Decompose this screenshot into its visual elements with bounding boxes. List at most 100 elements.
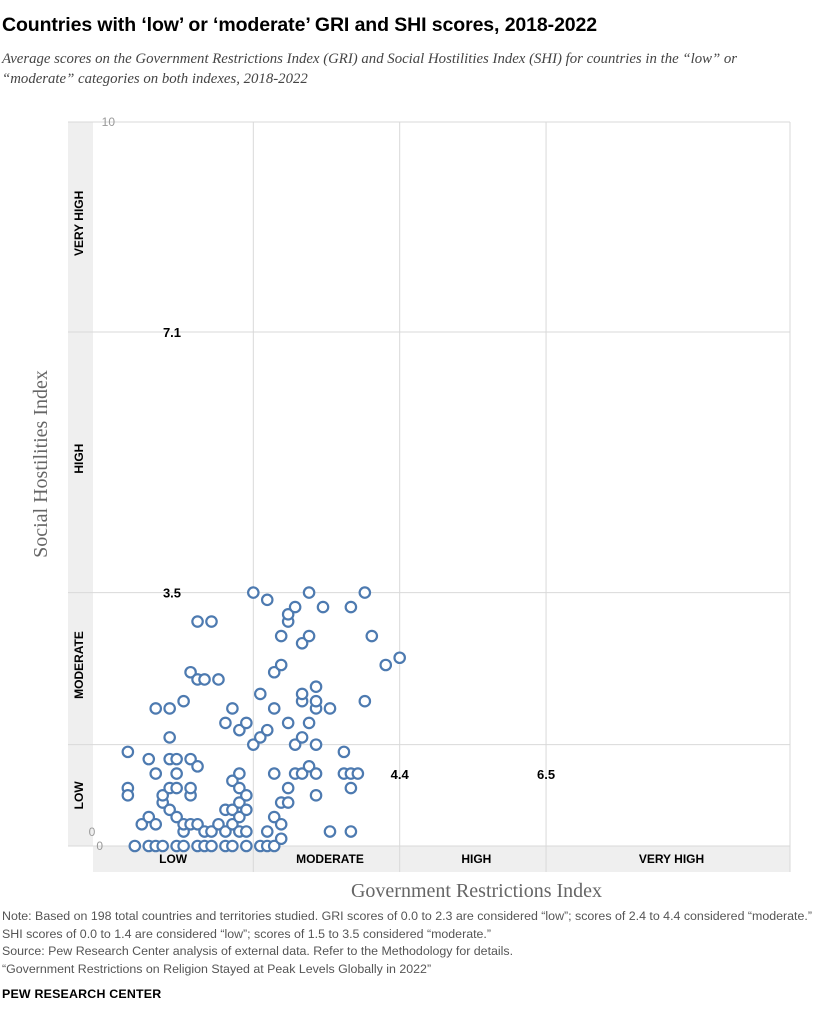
data-point [226,817,239,831]
data-point [295,636,309,650]
data-point [281,716,295,730]
data-point [198,673,211,686]
data-point [233,723,246,737]
report-title-text: “Government Restrictions on Religion Sta… [2,961,432,976]
y-category-label: MODERATE [72,631,86,699]
data-point [337,745,351,759]
data-point [121,745,135,759]
y-category-band [68,122,93,846]
data-point [177,839,190,853]
data-point [309,789,323,802]
note-text: Note: Based on 198 total countries and t… [2,909,812,941]
x-category-label: HIGH [461,852,491,866]
source-text: Source: Pew Research Center analysis of … [2,944,514,958]
data-point [219,716,232,730]
data-point [142,810,156,824]
data-point [156,789,169,802]
data-point [163,702,176,715]
axis-ticks: 0 10 0 [89,115,116,853]
data-point [219,825,232,838]
data-point [163,731,176,744]
data-point [142,752,156,766]
x-category-label: LOW [159,852,188,866]
data-point [365,629,379,643]
data-point [309,767,323,780]
data-point [226,774,239,788]
data-point [205,825,218,838]
data-point [240,825,253,838]
data-point [191,760,204,773]
data-point [205,615,218,628]
data-point [379,658,393,672]
y-category-labels: LOW MODERATE HIGH VERY HIGH [72,191,86,810]
data-point [226,702,239,715]
data-point [344,600,358,614]
data-point [149,702,163,715]
x-category-label: VERY HIGH [639,852,704,866]
data-point [393,651,406,665]
y-axis-title: Social Hostilities Index [30,370,52,558]
data-point [233,781,246,795]
data-point [121,789,135,802]
data-point [274,658,288,672]
data-point [233,767,246,780]
data-point [344,781,358,795]
threshold-labels: 3.5 7.1 4.4 6.5 [163,325,555,782]
data-point [309,680,323,694]
gridlines [68,121,791,872]
data-point [156,839,169,853]
data-point [358,586,372,599]
data-point [149,767,163,780]
data-point [184,665,197,679]
data-point [295,731,309,744]
x-category-label: MODERATE [296,852,364,866]
data-point [212,673,225,686]
data-point [274,629,288,643]
data-point [302,760,316,773]
data-point [184,752,197,766]
data-point [260,593,274,607]
chart-subtitle: Average scores on the Government Restric… [2,51,738,87]
data-point [358,694,372,708]
data-point [281,796,295,809]
data-point [170,752,183,766]
data-point [302,586,316,599]
data-point [344,825,358,838]
y-category-label: LOW [72,781,86,810]
data-point [253,731,267,744]
data-point [281,781,295,795]
data-point [267,665,281,679]
chart-title: Countries with ‘low’ or ‘moderate’ GRI a… [2,14,598,36]
data-point [253,687,267,701]
y-category-label: HIGH [72,444,86,474]
data-point [274,817,288,831]
data-point [170,767,183,780]
data-points [121,586,406,853]
x-tick-label: 0 [89,825,96,839]
data-point [302,716,316,730]
data-point [260,825,274,838]
y-tick-label: 0 [96,839,103,853]
data-point [205,839,218,853]
data-point [191,817,204,831]
x-axis-title: Government Restrictions Index [351,880,602,900]
brand-name: PEW RESEARCH CENTER [2,987,162,1001]
data-point [302,629,316,643]
x-threshold-label: 6.5 [537,767,555,782]
data-point [267,702,281,715]
data-point [323,702,337,715]
data-point [288,738,302,751]
data-point [295,767,309,780]
y-tick-label: 10 [102,115,116,129]
data-point [170,810,183,824]
scatter-chart: LOW MODERATE HIGH VERY HIGH LOW MODERATE HIGH… [30,115,791,900]
data-point [233,810,246,824]
data-point [240,716,253,730]
data-point [240,789,253,802]
data-point [247,586,260,599]
y-category-label: VERY HIGH [72,191,86,256]
data-point [184,781,197,795]
data-point [351,767,365,780]
data-point [240,803,253,817]
chart-notes: Note: Based on 198 total countries and t… [2,908,817,978]
